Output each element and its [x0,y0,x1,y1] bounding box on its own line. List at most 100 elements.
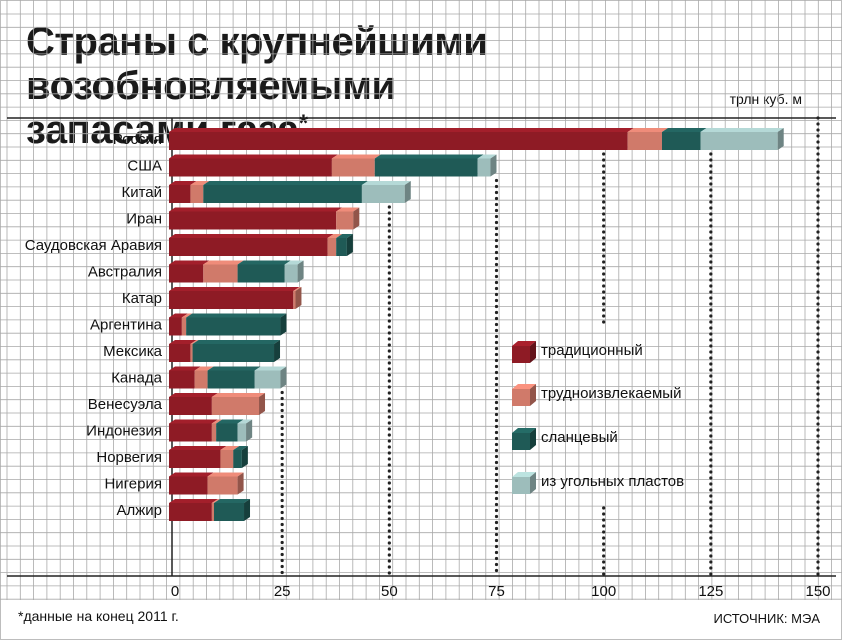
reference-dot [494,274,499,279]
reference-dot [816,146,820,150]
reference-dot [494,280,499,285]
reference-dot [280,486,284,491]
reference-dot [816,350,820,354]
reference-dot [602,200,606,204]
bar-group: Канада [111,366,287,389]
bar-group: Норвегия [96,446,248,468]
reference-dot [387,271,391,275]
bar-segment [169,397,212,415]
reference-dot [816,338,820,342]
reference-dot [709,170,713,174]
reference-dot [494,232,499,237]
reference-dot [387,295,391,299]
reference-dot [709,434,713,438]
reference-dot [494,208,499,213]
reference-dot [709,188,713,192]
reference-dot [494,346,499,351]
reference-dot [602,242,606,246]
reference-dot [602,236,606,240]
reference-dot [494,304,499,309]
reference-dot [602,290,606,294]
reference-dot [494,562,499,567]
title-area [0,0,842,118]
reference-dot [387,259,391,263]
legend-label-tight: трудноизвлекаемый [541,385,682,402]
reference-dot [280,558,284,563]
bar-segment-top [169,207,343,212]
reference-dot [709,368,713,372]
bar-segment [211,397,260,415]
legend-swatch-top [512,472,536,477]
reference-dot [709,554,713,558]
reference-dot [494,370,499,375]
bar-segment-top [169,340,197,344]
reference-dot [494,352,499,357]
reference-dot [816,440,820,444]
reference-dot [816,320,820,324]
reference-dot [709,314,713,318]
reference-dot [816,194,820,198]
bar-segment-end [280,313,287,336]
reference-dot [816,284,820,288]
legend-swatch-front [512,477,530,494]
bar-segment-top [169,181,197,185]
bar-segment [284,264,298,283]
reference-dot [602,248,606,252]
reference-dot [387,331,391,335]
reference-dots-125 [709,152,713,576]
bar-segment-top [207,472,244,477]
reference-dot [709,212,713,216]
reference-dot [816,224,820,228]
reference-dot [387,451,391,455]
reference-dot [494,298,499,303]
reference-dot [602,182,606,186]
reference-dot [602,164,606,168]
reference-dot [709,296,713,300]
reference-dot [387,511,391,515]
reference-dot [816,404,820,408]
reference-dot [816,416,820,420]
bar-segment-top [203,260,244,265]
reference-dot [709,302,713,306]
reference-dot [709,518,713,522]
bar-segment [169,370,195,389]
reference-dot [280,516,284,521]
reference-dot [494,334,499,339]
reference-dot [494,502,499,507]
bar-segment-top [361,181,411,185]
bar-segment-top [211,419,223,424]
bar-group: Алжир [116,499,251,521]
reference-dot [387,415,391,419]
reference-dot [816,548,820,552]
reference-dot [280,528,284,533]
reference-dot [709,560,713,564]
bar-segment [207,370,255,389]
reference-dot [709,446,713,450]
reference-dot [387,265,391,269]
reference-dot [709,506,713,510]
reference-dot [494,226,499,231]
reference-dot [387,283,391,287]
reference-dot [816,572,820,576]
reference-dot [816,218,820,222]
bar-segment-top [192,340,281,344]
bar-segment-top [169,154,338,159]
reference-dot [387,337,391,341]
reference-dot [602,548,606,552]
reference-dot [709,230,713,234]
x-tick-label: 125 [698,583,723,600]
category-label: Катар [122,290,162,307]
reference-dot [816,170,820,174]
reference-dot [602,230,606,234]
reference-dot [602,152,606,156]
reference-dot [494,310,499,315]
reference-dot [494,406,499,411]
reference-dot [816,518,820,522]
bar-segment-top [700,128,784,132]
bar-segment-top [237,419,253,424]
reference-dot [709,482,713,486]
reference-dot [387,505,391,509]
reference-dot [280,408,284,413]
reference-dot [387,439,391,443]
